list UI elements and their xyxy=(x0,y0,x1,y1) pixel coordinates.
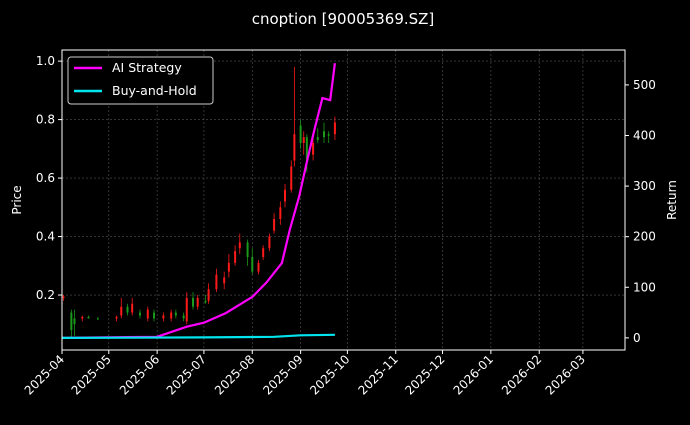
candles xyxy=(62,66,336,339)
candle-body xyxy=(131,303,134,313)
candle-body xyxy=(126,306,129,313)
y-tick-label: 0.6 xyxy=(36,171,55,185)
candle-body xyxy=(333,122,336,135)
y-axis-label: Price xyxy=(10,185,24,214)
y-tick-label: 0.4 xyxy=(36,230,55,244)
candle-body xyxy=(153,312,156,319)
candle-body xyxy=(207,289,210,301)
x-tick-label: 2025-11 xyxy=(356,352,401,397)
x-tick-label: 2025-07 xyxy=(164,352,209,397)
y2-tick-label: 300 xyxy=(633,179,656,193)
candle-body xyxy=(138,312,141,316)
y-tick-label: 0.8 xyxy=(36,113,55,127)
x-tick-label: 2025-05 xyxy=(69,352,114,397)
y-tick-label: 0.2 xyxy=(36,288,55,302)
candle-body xyxy=(323,131,326,138)
y2-axis-label: Return xyxy=(665,180,679,220)
candle-body xyxy=(115,316,118,319)
candle-body xyxy=(293,134,296,161)
grid xyxy=(61,50,625,350)
candle-body xyxy=(182,315,185,319)
y2-tick-label: 100 xyxy=(633,280,656,294)
candle-body xyxy=(251,257,254,272)
candle-body xyxy=(174,312,177,316)
legend: AI Strategy Buy-and-Hold xyxy=(67,56,214,105)
series-lines xyxy=(61,63,336,339)
x-tick-label: 2026-03 xyxy=(543,352,588,397)
candle-body xyxy=(246,242,249,258)
candle-body xyxy=(268,236,271,249)
candle-body xyxy=(316,137,319,141)
candle-body xyxy=(290,166,293,190)
candle-body xyxy=(70,312,73,331)
candle-body xyxy=(299,125,302,143)
x-tick-label: 2026-01 xyxy=(451,352,496,397)
candle-body xyxy=(257,262,260,272)
x-tick-label: 2025-09 xyxy=(260,352,305,397)
legend-label-strategy: AI Strategy xyxy=(112,60,182,75)
plot-frame xyxy=(61,49,626,351)
candle-body xyxy=(312,142,315,155)
x-tick-label: 2025-12 xyxy=(402,352,447,397)
axes: 2025-04 2025-05 2025-06 2025-07 2025-08 2025-… xyxy=(22,54,656,397)
candle-body xyxy=(305,137,308,161)
candle-body xyxy=(238,242,241,249)
chart-title: cnoption [90005369.SZ] xyxy=(252,10,435,28)
candle-body xyxy=(204,300,207,303)
candle-body xyxy=(273,219,276,231)
candle-body xyxy=(185,297,188,322)
x-tick-label: 2025-04 xyxy=(22,352,67,397)
y2-tick-label: 0 xyxy=(633,331,641,345)
y2-tick-label: 400 xyxy=(633,128,656,142)
candle-body xyxy=(279,207,282,220)
strategy-line xyxy=(61,63,336,339)
candle-body xyxy=(284,189,287,202)
x-tick-label: 2025-06 xyxy=(117,352,162,397)
candle-body xyxy=(192,297,195,307)
candle-body xyxy=(302,137,305,143)
buyhold-line xyxy=(61,333,335,339)
candle-body xyxy=(162,315,165,319)
candle-body xyxy=(73,318,76,325)
candle-body xyxy=(146,309,149,319)
candle-body xyxy=(262,248,265,258)
y2-tick-label: 500 xyxy=(633,78,656,92)
x-tick-label: 2025-08 xyxy=(212,352,257,397)
candle-body xyxy=(227,262,230,272)
candle-body xyxy=(215,274,218,290)
candle-body xyxy=(196,297,199,307)
y2-tick-label: 200 xyxy=(633,230,656,244)
candle-body xyxy=(327,134,330,136)
candle-body xyxy=(87,316,90,319)
legend-label-buyhold: Buy-and-Hold xyxy=(112,83,197,98)
x-tick-label: 2026-02 xyxy=(499,352,544,397)
candle-body xyxy=(96,318,99,320)
candle-body xyxy=(223,277,226,284)
candle-body xyxy=(234,251,237,263)
x-tick-label: 2025-10 xyxy=(307,352,352,397)
candle-body xyxy=(170,312,173,319)
y-tick-label: 1.0 xyxy=(36,54,55,68)
candle-body xyxy=(120,306,123,316)
candle-body xyxy=(62,296,65,298)
candle-body xyxy=(81,316,84,319)
